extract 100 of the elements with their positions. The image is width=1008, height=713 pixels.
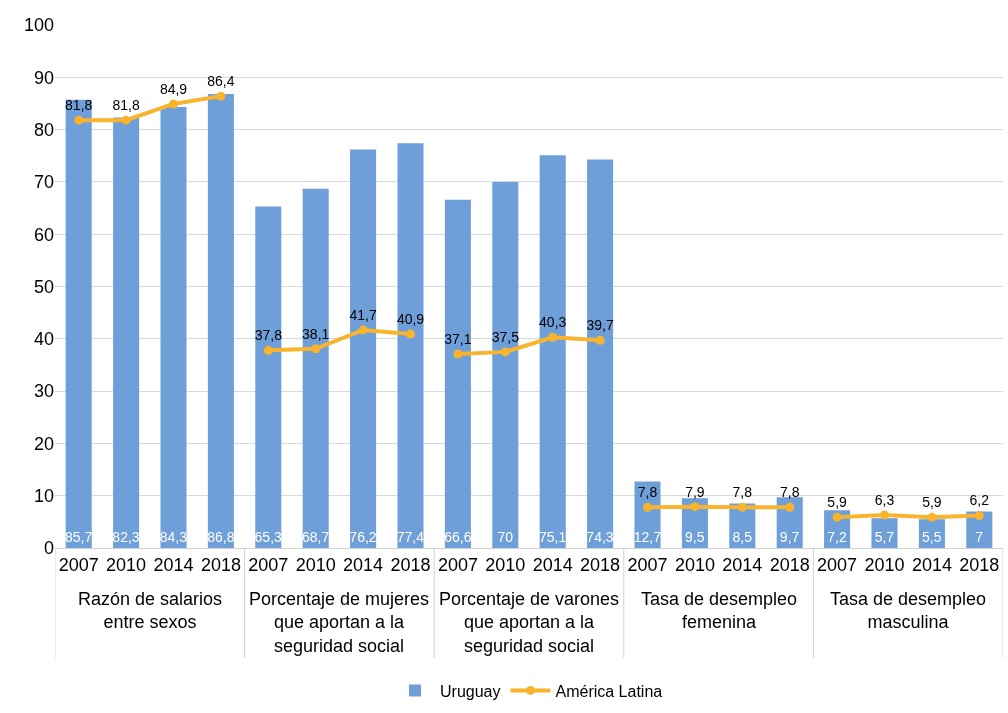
bar [444,199,471,548]
point [737,502,747,512]
point [690,502,700,512]
x-tick-label: 2014 [532,554,573,575]
y-tick-label: 40 [33,329,54,350]
data-label: 6,2 [969,492,990,509]
text: Tasa de desempleo masculina [830,589,987,633]
x-tick-label: 2010 [485,554,526,575]
data-label: 12,7 [633,529,662,545]
data-label: 70 [497,529,514,545]
point [974,511,984,521]
data-label: 7,8 [637,484,658,501]
data-label: 82,3 [112,529,140,545]
point [169,99,178,109]
data-label: 74,3 [586,529,614,545]
data-label: 37,5 [491,328,520,345]
data-label: 9,7 [779,529,800,545]
x-tick-label: 2007 [437,554,478,575]
bar [207,94,234,548]
x-tick-label: 2014 [722,554,763,575]
data-label: 65,3 [254,529,283,545]
bar [397,143,424,548]
point [74,115,84,125]
y-tick-label: 60 [33,224,54,245]
bar [776,497,803,548]
data-label: 86,8 [207,529,235,545]
point [216,91,226,101]
x-tick-label: 2014 [911,554,952,575]
point [595,335,605,345]
y-tick-label: 0 [43,538,54,559]
legend-label: Uruguay [440,682,501,700]
data-label: 5,9 [827,494,848,511]
y-tick-label: 90 [33,67,54,88]
y-tick-label: 30 [33,381,54,402]
point [785,502,795,512]
data-label: 7,2 [827,529,847,545]
text: Tasa de desempleo femenina [641,589,798,633]
x-tick-label: 2014 [343,554,384,575]
y-tick-label: 10 [33,486,54,506]
data-label: 76,2 [349,529,377,545]
data-label: 7,9 [685,483,705,500]
data-label: 38,1 [302,325,330,342]
data-label: 7,8 [779,484,800,501]
x-tick-label: 2010 [295,554,336,575]
point [121,115,131,125]
point [311,344,321,354]
point [880,510,889,520]
text: Razón de salarios entre sexos [78,589,223,633]
point [358,325,368,335]
point [643,502,652,512]
point [548,332,558,342]
y-tick-label: 20 [33,433,54,454]
x-tick-label: 2010 [106,554,147,575]
point [927,512,937,522]
data-label: 84,3 [159,529,188,545]
text: Porcentaje de mujeres que aportan a la seguridad social [249,589,430,656]
bar [113,117,140,548]
data-label: 40,3 [539,314,567,331]
bar [871,518,898,548]
x-tick-label: 2010 [864,554,905,575]
y-tick-label: 50 [33,276,54,297]
x-tick-label: 2018 [200,554,241,575]
y-tick-label: 80 [33,119,54,140]
x-tick-label: 2018 [580,554,621,575]
x-tick-label: 2014 [153,554,194,575]
data-label: 37,8 [254,327,283,344]
bar [492,181,519,548]
x-tick-label: 2007 [817,554,858,575]
x-tick-label: 2007 [58,554,99,575]
data-label: 39,7 [586,317,614,334]
data-label: 5,9 [922,494,942,511]
x-tick-label: 2010 [674,554,715,575]
point [453,349,463,359]
x-tick-label: 2018 [769,554,810,575]
data-label: 5,5 [922,529,942,545]
bar [350,149,377,548]
data-label: 6,3 [874,491,895,508]
data-label: 37,1 [444,330,472,347]
point [500,347,510,357]
bar [302,188,329,548]
point [263,345,273,355]
x-tick-label: 2018 [390,554,431,575]
data-label: 7 [975,529,984,545]
data-label: 8,5 [732,529,753,545]
data-label: 7,8 [732,484,753,501]
text: Porcentaje de varones que aportan a la seguridad social [439,589,620,656]
x-tick-label: 2018 [959,554,1000,575]
y-tick-label: 100 [23,15,54,36]
data-label: 9,5 [685,529,705,545]
bar [255,206,282,548]
y-tick-label: 70 [33,172,54,193]
bar [65,99,92,548]
bar [160,107,187,548]
x-tick-label: 2007 [627,554,668,575]
point [406,329,415,339]
data-label: 84,9 [159,80,188,97]
data-label: 81,8 [112,97,140,114]
data-label: 86,4 [207,73,235,89]
legend-label: América Latina [555,682,663,700]
data-label: 66,6 [444,529,472,545]
